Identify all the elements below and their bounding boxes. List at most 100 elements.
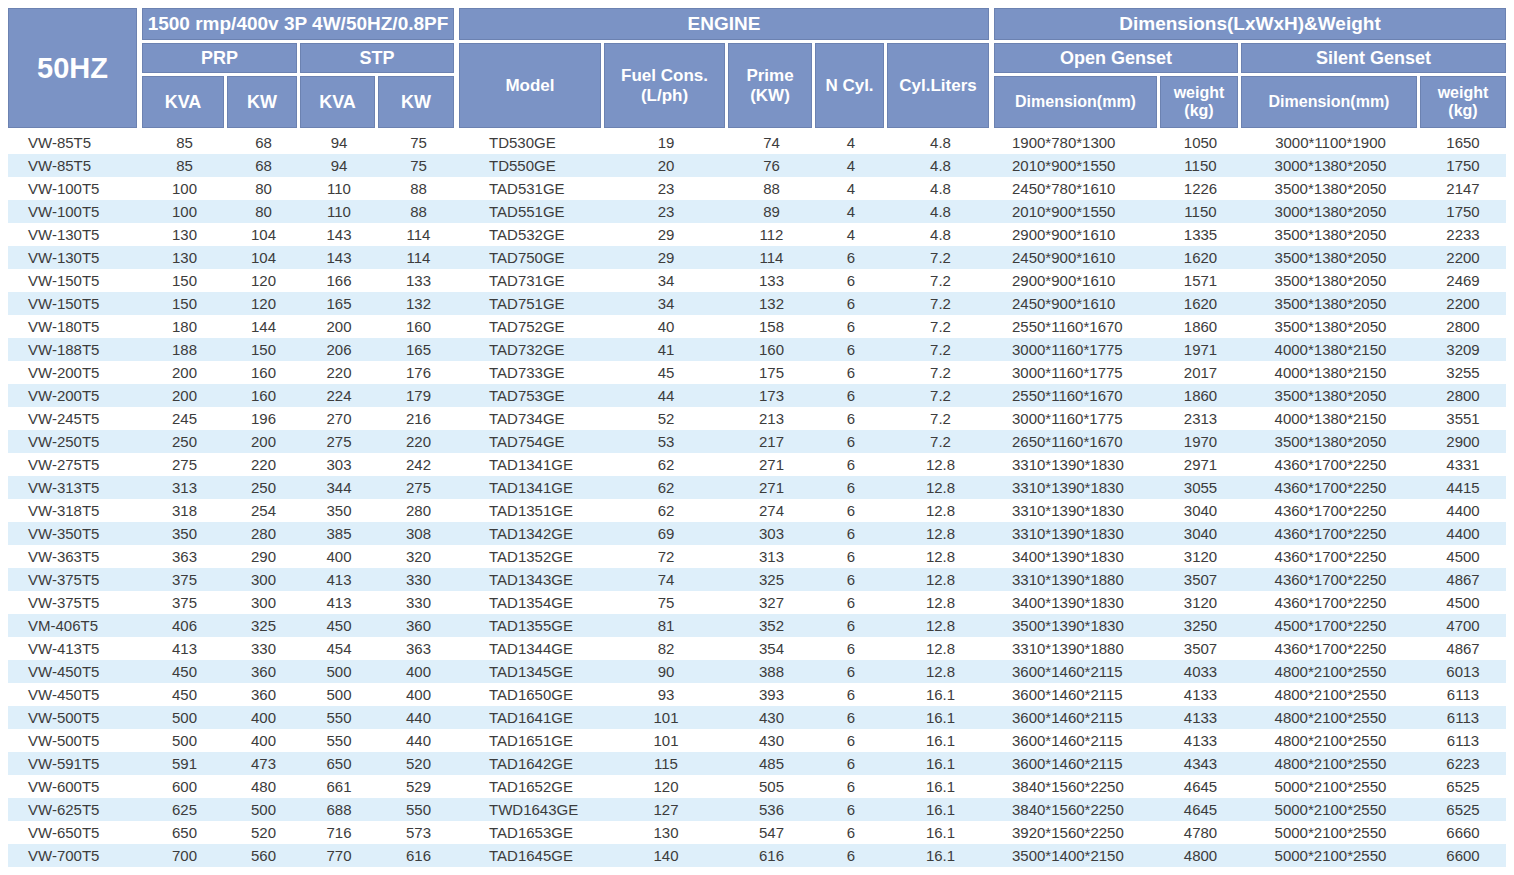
cell-silent-weight: 3209 [1420, 341, 1506, 358]
cell-genset-model: VW-375T5 [8, 594, 142, 611]
cell-stp-kva: 165 [300, 295, 378, 312]
cell-cyl-liters: 4.8 [887, 180, 994, 197]
cell-stp-kva: 206 [300, 341, 378, 358]
cell-fuel-cons: 53 [604, 433, 728, 450]
cell-prp-kw: 200 [227, 433, 300, 450]
cell-open-weight: 1860 [1160, 318, 1241, 335]
cell-cyl-liters: 16.1 [887, 709, 994, 726]
cell-engine-model: TAD1342GE [459, 525, 604, 542]
cell-prp-kva: 188 [142, 341, 227, 358]
cell-fuel-cons: 120 [604, 778, 728, 795]
cell-open-weight: 1571 [1160, 272, 1241, 289]
table-row: VW-650T5650520716573TAD1653GE130547616.1… [8, 821, 1506, 844]
cell-stp-kva: 344 [300, 479, 378, 496]
cell-cyl-liters: 16.1 [887, 824, 994, 841]
cell-stp-kw: 440 [378, 732, 459, 749]
cell-stp-kw: 220 [378, 433, 459, 450]
cell-silent-weight: 2900 [1420, 433, 1506, 450]
cell-engine-model: TAD1354GE [459, 594, 604, 611]
cell-open-dimension: 1900*780*1300 [994, 134, 1160, 151]
cell-open-dimension: 3600*1460*2115 [994, 755, 1160, 772]
cell-prp-kva: 85 [142, 134, 227, 151]
cell-engine-model: TWD1643GE [459, 801, 604, 818]
cell-genset-model: VW-200T5 [8, 387, 142, 404]
cell-prime-kw: 217 [728, 433, 815, 450]
cell-prime-kw: 313 [728, 548, 815, 565]
cell-n-cyl: 4 [815, 134, 887, 151]
cell-open-dimension: 2010*900*1550 [994, 157, 1160, 174]
cell-open-weight: 4133 [1160, 709, 1241, 726]
cell-prp-kva: 700 [142, 847, 227, 864]
cell-stp-kva: 94 [300, 157, 378, 174]
cell-silent-weight: 3551 [1420, 410, 1506, 427]
cell-fuel-cons: 23 [604, 180, 728, 197]
cell-fuel-cons: 90 [604, 663, 728, 680]
cell-prp-kw: 360 [227, 663, 300, 680]
cell-open-dimension: 3310*1390*1830 [994, 525, 1160, 542]
cell-stp-kw: 440 [378, 709, 459, 726]
cell-engine-model: TAD750GE [459, 249, 604, 266]
cell-n-cyl: 6 [815, 801, 887, 818]
cell-silent-weight: 4867 [1420, 640, 1506, 657]
cell-prp-kw: 80 [227, 203, 300, 220]
cell-n-cyl: 4 [815, 157, 887, 174]
cell-silent-dimension: 5000*2100*2550 [1241, 847, 1420, 864]
header-open-weight-line1: weight [1174, 84, 1225, 102]
cell-silent-weight: 6113 [1420, 732, 1506, 749]
cell-genset-model: VW-245T5 [8, 410, 142, 427]
cell-open-weight: 4780 [1160, 824, 1241, 841]
table-row: VW-130T5130104143114TAD750GE2911467.2245… [8, 246, 1506, 269]
cell-stp-kw: 363 [378, 640, 459, 657]
cell-open-weight: 3507 [1160, 571, 1241, 588]
cell-fuel-cons: 93 [604, 686, 728, 703]
table-row: VW-180T5180144200160TAD752GE4015867.2255… [8, 315, 1506, 338]
cell-fuel-cons: 140 [604, 847, 728, 864]
cell-stp-kva: 500 [300, 663, 378, 680]
cell-prime-kw: 175 [728, 364, 815, 381]
cell-prp-kw: 144 [227, 318, 300, 335]
cell-engine-model: TAD1345GE [459, 663, 604, 680]
table-row: VW-375T5375300413330TAD1343GE74325612.83… [8, 568, 1506, 591]
cell-prp-kw: 160 [227, 364, 300, 381]
cell-open-dimension: 3310*1390*1880 [994, 640, 1160, 657]
cell-prp-kw: 300 [227, 571, 300, 588]
cell-n-cyl: 6 [815, 571, 887, 588]
cell-prp-kw: 68 [227, 157, 300, 174]
cell-prp-kw: 150 [227, 341, 300, 358]
cell-open-weight: 4033 [1160, 663, 1241, 680]
cell-silent-dimension: 4500*1700*2250 [1241, 617, 1420, 634]
cell-stp-kw: 330 [378, 571, 459, 588]
cell-genset-model: VW-150T5 [8, 272, 142, 289]
table-row: VW-500T5500400550440TAD1651GE101430616.1… [8, 729, 1506, 752]
cell-cyl-liters: 12.8 [887, 640, 994, 657]
cell-open-weight: 4343 [1160, 755, 1241, 772]
table-row: VW-600T5600480661529TAD1652GE120505616.1… [8, 775, 1506, 798]
cell-open-weight: 1620 [1160, 295, 1241, 312]
cell-silent-dimension: 4000*1380*2150 [1241, 364, 1420, 381]
cell-prp-kva: 318 [142, 502, 227, 519]
cell-prime-kw: 388 [728, 663, 815, 680]
cell-prp-kva: 450 [142, 663, 227, 680]
cell-fuel-cons: 19 [604, 134, 728, 151]
cell-open-dimension: 3310*1390*1830 [994, 502, 1160, 519]
table-header: 50HZ 1500 rmp/400v 3P 4W/50HZ/0.8PF ENGI… [8, 8, 1506, 131]
table-row: VW-200T5200160220176TAD733GE4517567.2300… [8, 361, 1506, 384]
cell-prp-kva: 350 [142, 525, 227, 542]
cell-open-weight: 3120 [1160, 594, 1241, 611]
cell-prp-kw: 196 [227, 410, 300, 427]
cell-n-cyl: 6 [815, 249, 887, 266]
cell-stp-kva: 716 [300, 824, 378, 841]
cell-stp-kw: 179 [378, 387, 459, 404]
cell-open-weight: 2971 [1160, 456, 1241, 473]
cell-n-cyl: 6 [815, 755, 887, 772]
cell-engine-model: TAD734GE [459, 410, 604, 427]
header-silent-weight: weight (kg) [1420, 76, 1506, 131]
cell-engine-model: TAD754GE [459, 433, 604, 450]
table-row: VW-130T5130104143114TAD532GE2911244.8290… [8, 223, 1506, 246]
cell-stp-kva: 385 [300, 525, 378, 542]
cell-silent-weight: 2233 [1420, 226, 1506, 243]
cell-open-weight: 2313 [1160, 410, 1241, 427]
cell-n-cyl: 6 [815, 295, 887, 312]
cell-open-weight: 4645 [1160, 778, 1241, 795]
cell-prp-kva: 600 [142, 778, 227, 795]
